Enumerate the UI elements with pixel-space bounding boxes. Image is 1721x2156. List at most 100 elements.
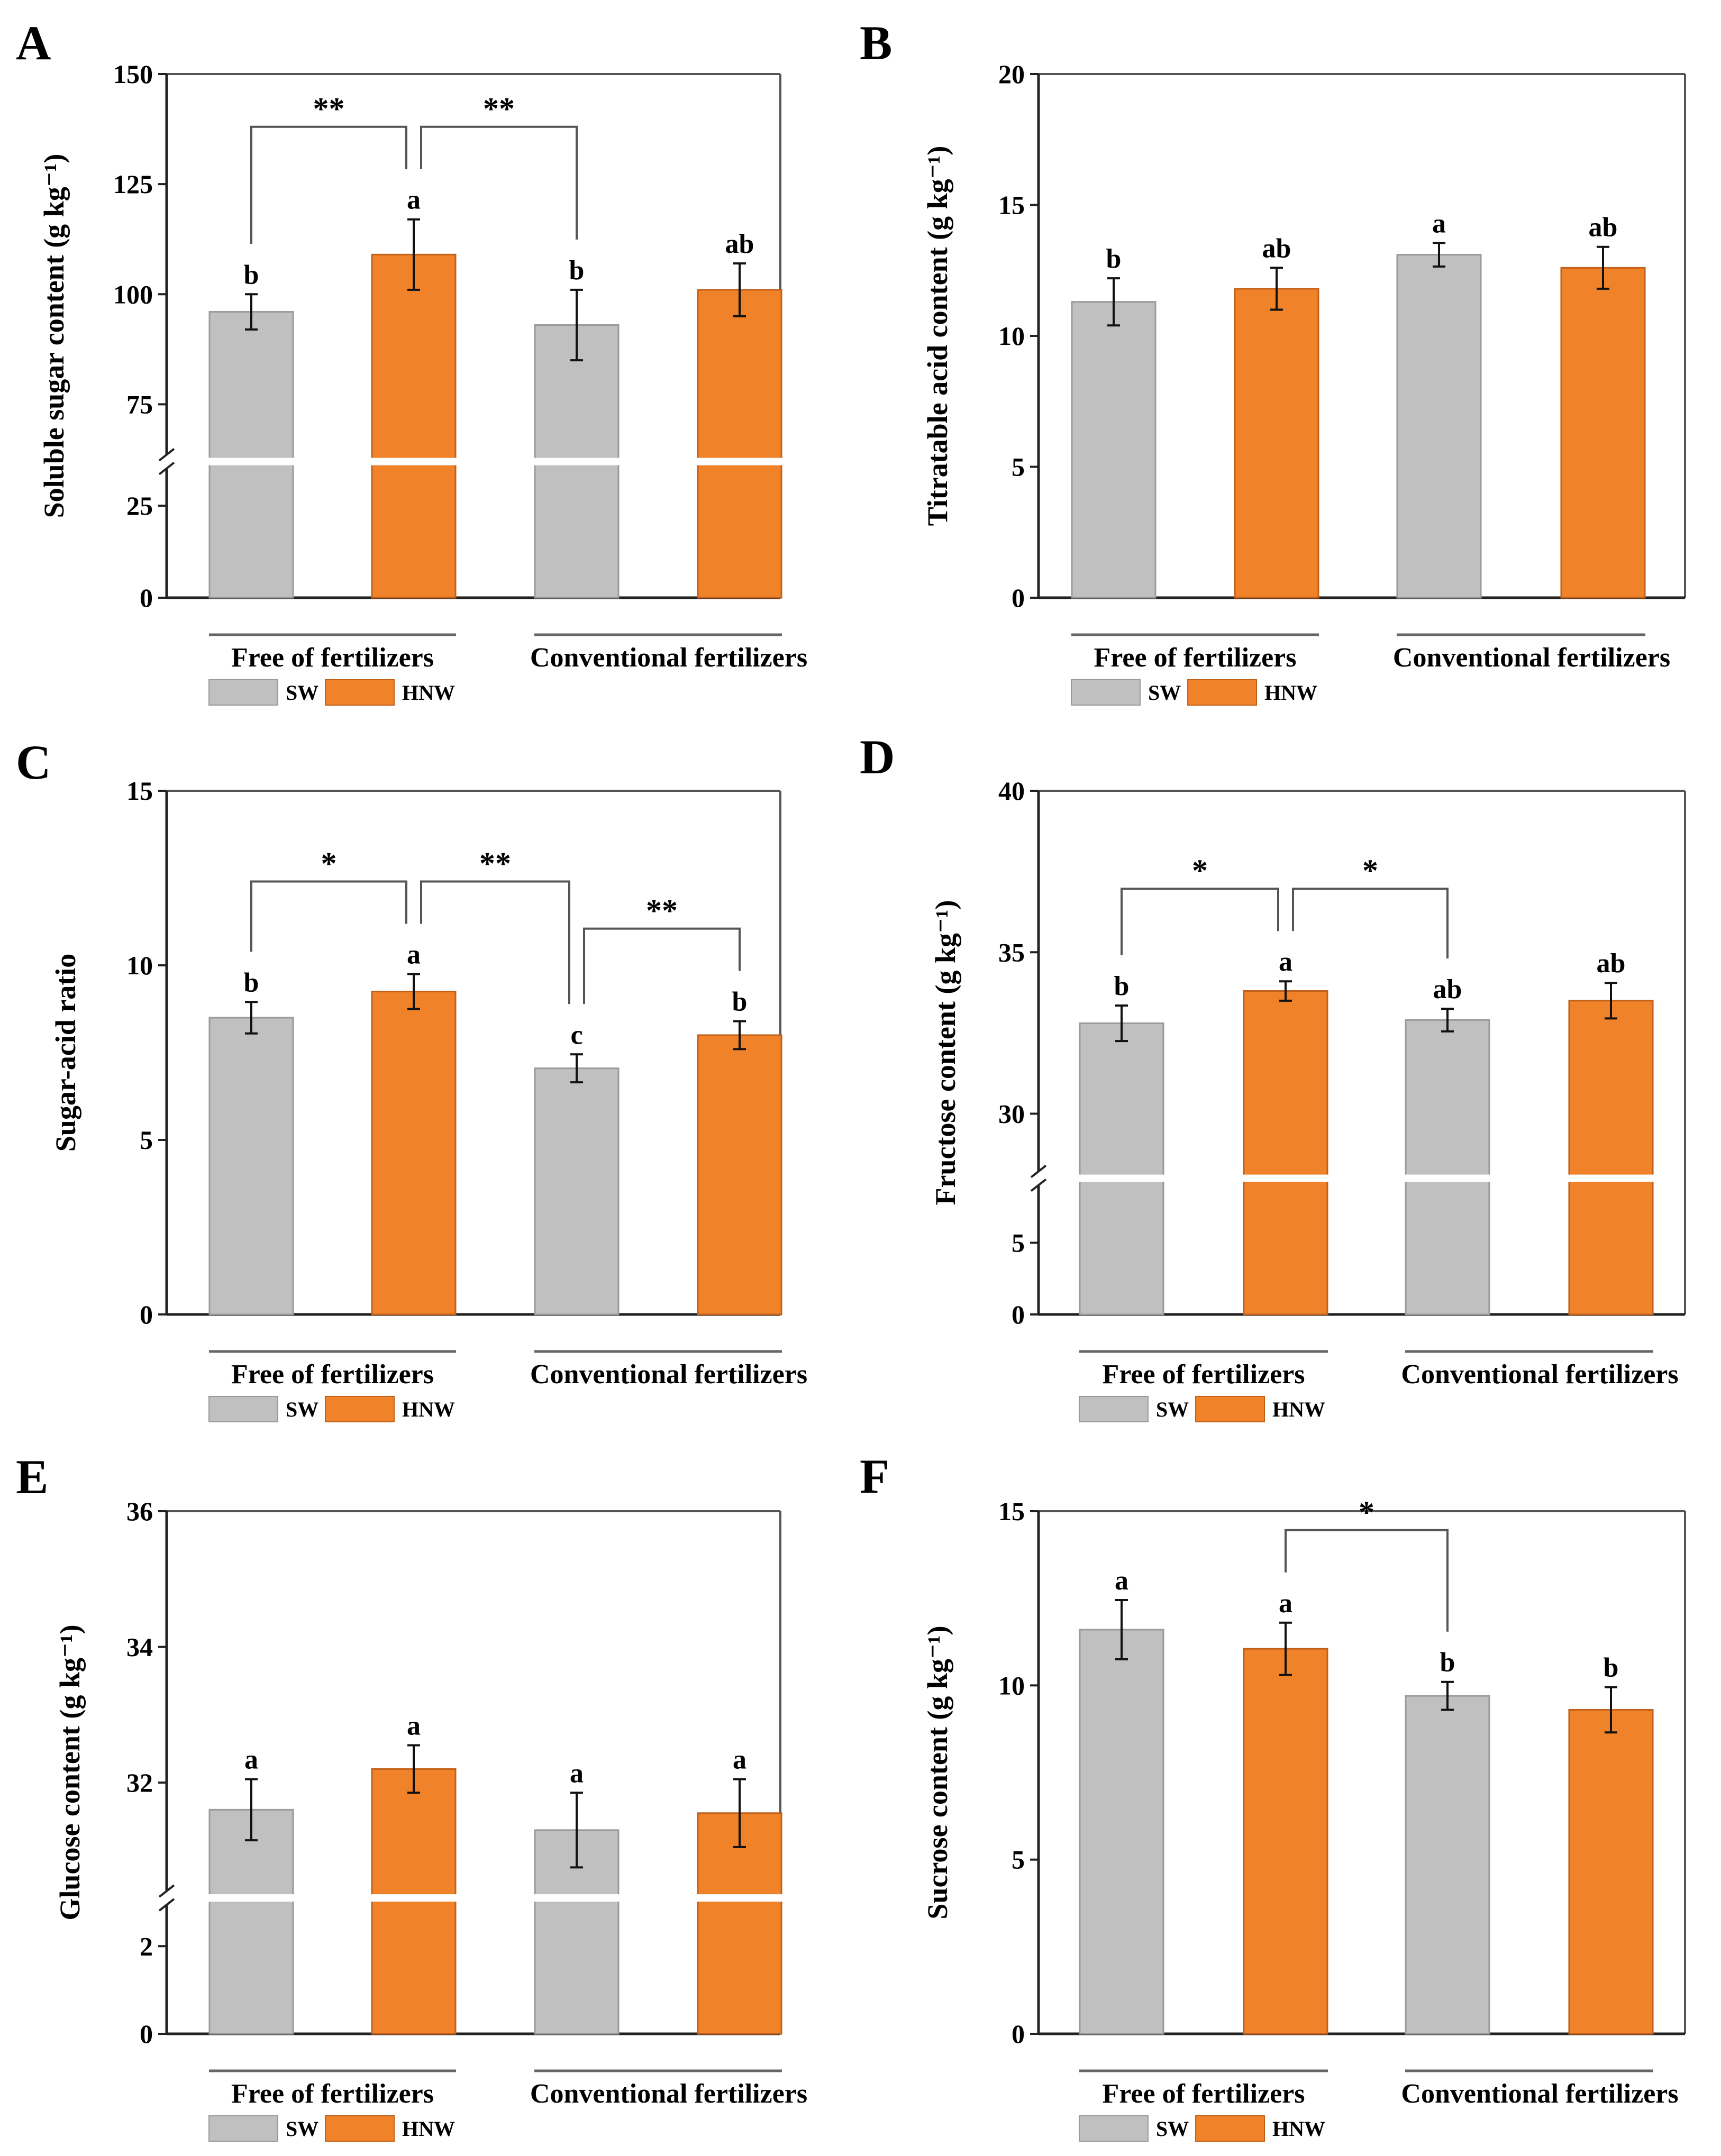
- significance-bracket: [583, 927, 741, 1004]
- y-axis-title: Sucrose content (g kg⁻¹): [922, 1625, 953, 1919]
- significance-letter: ab: [1589, 213, 1618, 243]
- panel-letter: F: [860, 1449, 889, 1503]
- bar-hnw: [697, 289, 782, 599]
- bar-hnw: [371, 253, 457, 599]
- bar-break-gap: [1567, 1174, 1655, 1182]
- legend-swatch-sw: [1079, 1396, 1149, 1422]
- y-tick-label: 32: [126, 1768, 153, 1797]
- significance-letter: a: [1115, 1566, 1128, 1596]
- legend-label-sw: SW: [286, 681, 318, 705]
- y-tick-label: 10: [126, 951, 153, 980]
- significance-letter: ab: [1433, 974, 1462, 1004]
- significance-letter: b: [1440, 1648, 1455, 1678]
- y-axis-title: Sugar-acid ratio: [50, 954, 81, 1152]
- significance-stars: **: [313, 92, 345, 126]
- bar-sw: [534, 1067, 620, 1315]
- y-axis-title: Fructose content (g kg⁻¹): [930, 900, 961, 1205]
- legend-swatch-hnw: [1187, 679, 1257, 706]
- bar-break-gap: [1404, 1174, 1491, 1182]
- significance-bracket: [420, 125, 578, 240]
- panel-letter: B: [860, 16, 892, 70]
- bar-sw: [1079, 1022, 1164, 1315]
- bar-break-gap: [533, 1894, 621, 1902]
- group-label-free: Free of fertilizers: [231, 2079, 434, 2109]
- y-tick-label: 0: [140, 2019, 153, 2049]
- bar-sw: [1405, 1019, 1490, 1315]
- significance-letter: b: [1114, 971, 1130, 1001]
- panel-letter: A: [16, 16, 51, 70]
- y-axis-title: Soluble sugar content (g kg⁻¹): [38, 154, 70, 518]
- bar-break-gap: [696, 1894, 784, 1902]
- legend-swatch-hnw: [325, 679, 395, 706]
- bar-break-gap: [370, 1894, 458, 1902]
- legend-label-hnw: HNW: [402, 1397, 455, 1421]
- y-tick-label: 10: [998, 321, 1025, 351]
- significance-stars: **: [479, 846, 511, 881]
- group-label-conventional: Conventional fertilizers: [1393, 643, 1670, 673]
- y-tick-label: 34: [126, 1632, 153, 1662]
- significance-letter: a: [570, 1758, 584, 1788]
- legend-swatch-hnw: [1195, 1396, 1265, 1422]
- axis-break-mark: [1030, 1165, 1047, 1192]
- panel-b: 0 5 10 15 20 b ab a ab Free of fertilizers Convent…: [860, 16, 1686, 706]
- bar-hnw: [1234, 288, 1319, 599]
- group-label-conventional: Conventional fertilizers: [530, 2079, 807, 2109]
- y-tick-label: 0: [1012, 2019, 1025, 2049]
- legend-swatch-sw: [1071, 679, 1141, 706]
- bar-hnw: [697, 1034, 782, 1315]
- y-tick-label: 75: [126, 389, 153, 419]
- significance-letter: a: [407, 185, 421, 215]
- significance-bracket: [250, 125, 407, 244]
- significance-letter: a: [1279, 1588, 1292, 1619]
- y-tick-label: 20: [998, 59, 1025, 89]
- significance-letter: b: [1604, 1653, 1619, 1683]
- group-label-conventional: Conventional fertilizers: [1401, 2079, 1678, 2109]
- legend-label-sw: SW: [1156, 2117, 1189, 2141]
- axis-break-mark: [158, 1884, 175, 1912]
- y-tick-label: 100: [113, 279, 153, 309]
- legend-swatch-hnw: [325, 1396, 395, 1422]
- significance-letter: a: [1279, 947, 1292, 977]
- bar-sw: [208, 311, 294, 599]
- y-axis-title: Glucose content (g kg⁻¹): [54, 1624, 86, 1920]
- significance-letter: a: [733, 1745, 746, 1775]
- group-label-free: Free of fertilizers: [1103, 2079, 1305, 2109]
- group-label-free: Free of fertilizers: [1094, 643, 1297, 673]
- legend-label-sw: SW: [1148, 681, 1181, 705]
- significance-letter: a: [407, 940, 421, 970]
- panel-f: 0 5 10 15 a a b b * Free of fertilizers Convention…: [860, 1449, 1686, 2142]
- significance-letter: b: [732, 987, 748, 1017]
- significance-stars: **: [646, 893, 678, 928]
- bar-hnw: [697, 1812, 782, 2035]
- y-tick-label: 125: [113, 169, 153, 199]
- y-tick-label: 15: [126, 776, 153, 806]
- bar-break-gap: [1078, 1174, 1165, 1182]
- significance-stars: *: [1362, 853, 1378, 888]
- y-tick-label: 15: [998, 1496, 1025, 1526]
- y-tick-label: 0: [140, 583, 153, 613]
- legend-swatch-sw: [208, 1396, 278, 1422]
- panel-letter: C: [16, 735, 51, 789]
- significance-stars: *: [1359, 1495, 1374, 1530]
- y-tick-label: 35: [998, 937, 1025, 967]
- group-label-free: Free of fertilizers: [1103, 1359, 1305, 1390]
- bar-break-gap: [1242, 1174, 1330, 1182]
- y-tick-label: 5: [1012, 1228, 1025, 1258]
- y-tick-label: 15: [998, 190, 1025, 220]
- significance-letter: c: [570, 1020, 582, 1050]
- legend-label-hnw: HNW: [1272, 2117, 1325, 2141]
- legend-swatch-hnw: [1195, 2115, 1265, 2142]
- axis-break-mark: [158, 448, 175, 476]
- group-label-free: Free of fertilizers: [231, 1359, 434, 1390]
- bar-break-gap: [207, 458, 295, 465]
- significance-letter: b: [1106, 244, 1122, 274]
- bar-sw: [208, 1808, 294, 2035]
- bar-break-gap: [207, 1894, 295, 1902]
- significance-letter: a: [244, 1745, 258, 1775]
- legend-label-sw: SW: [286, 1397, 318, 1421]
- bar-hnw: [1568, 1000, 1654, 1315]
- group-label-conventional: Conventional fertilizers: [1401, 1359, 1678, 1390]
- panel-e: 0 2 32 34 36 a a a a Free of fertilizers Conventio…: [16, 1450, 807, 2142]
